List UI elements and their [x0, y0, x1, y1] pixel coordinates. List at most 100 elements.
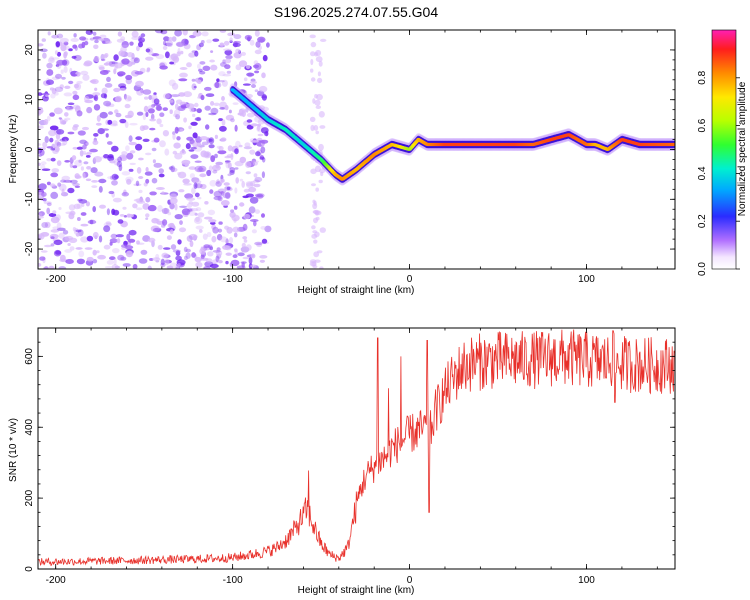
noise-speckle: [93, 55, 100, 63]
noise-speckle: [119, 155, 128, 162]
noise-speckle: [46, 158, 52, 162]
noise-speckle: [159, 123, 164, 128]
noise-speckle: [74, 159, 83, 167]
noise-speckle: [129, 41, 134, 46]
noise-speckle: [188, 201, 193, 205]
noise-speckle: [174, 203, 178, 211]
noise-speckle: [310, 68, 314, 73]
noise-speckle: [194, 192, 200, 198]
noise-speckle: [183, 91, 193, 98]
noise-speckle: [86, 235, 94, 242]
noise-speckle: [188, 52, 196, 58]
noise-speckle: [112, 197, 122, 203]
noise-speckle: [149, 191, 157, 196]
noise-speckle: [151, 177, 158, 184]
noise-speckle: [309, 116, 316, 122]
noise-speckle: [120, 44, 129, 49]
noise-speckle: [106, 76, 111, 82]
noise-speckle: [46, 69, 54, 76]
noise-speckle: [133, 57, 140, 64]
noise-speckle: [181, 208, 191, 216]
noise-speckle: [198, 68, 203, 73]
noise-speckle: [207, 251, 214, 257]
noise-speckle: [60, 254, 66, 262]
noise-speckle: [92, 259, 98, 264]
noise-speckle: [78, 159, 82, 163]
noise-speckle: [41, 38, 46, 42]
noise-speckle: [320, 38, 327, 43]
noise-speckle: [230, 209, 235, 213]
noise-speckle: [233, 34, 242, 40]
noise-speckle: [145, 178, 150, 184]
noise-speckle: [179, 67, 188, 70]
noise-speckle: [165, 93, 172, 100]
noise-speckle: [179, 205, 188, 208]
noise-speckle: [129, 162, 136, 166]
noise-speckle: [41, 191, 47, 197]
noise-speckle: [191, 78, 196, 82]
noise-speckle: [209, 180, 217, 187]
noise-speckle: [204, 86, 212, 91]
noise-speckle: [105, 40, 112, 44]
noise-speckle: [63, 66, 68, 73]
noise-speckle: [38, 263, 42, 267]
noise-speckle: [95, 122, 102, 126]
noise-speckle: [213, 190, 222, 198]
y-tick-label: -10: [24, 192, 35, 207]
noise-speckle: [186, 235, 193, 242]
noise-speckle: [218, 260, 223, 264]
noise-speckle: [71, 73, 78, 77]
noise-speckle: [173, 109, 181, 116]
noise-speckle: [104, 265, 114, 269]
chart-title: S196.2025.274.07.55.G04: [274, 4, 438, 20]
noise-speckle: [56, 227, 66, 231]
noise-speckle: [42, 52, 47, 59]
noise-speckle: [98, 38, 105, 41]
noise-speckle: [223, 48, 232, 52]
noise-speckle: [114, 109, 119, 114]
noise-speckle: [230, 259, 240, 267]
noise-speckle: [103, 62, 110, 66]
noise-speckle: [76, 146, 83, 150]
noise-speckle: [251, 84, 256, 88]
noise-speckle: [191, 187, 196, 195]
noise-speckle: [194, 50, 199, 57]
noise-speckle: [314, 165, 322, 173]
noise-speckle: [47, 31, 51, 36]
noise-speckle: [56, 51, 62, 57]
noise-speckle: [99, 204, 106, 209]
noise-speckle: [166, 40, 174, 48]
noise-speckle: [217, 188, 227, 194]
noise-speckle: [171, 36, 177, 42]
noise-speckle: [46, 181, 51, 186]
noise-speckle: [199, 173, 207, 178]
noise-speckle: [177, 239, 182, 245]
noise-speckle: [210, 107, 219, 115]
noise-speckle: [245, 106, 249, 113]
noise-speckle: [92, 31, 97, 36]
noise-speckle: [259, 155, 264, 160]
noise-speckle: [103, 69, 111, 73]
noise-speckle: [111, 264, 119, 269]
noise-speckle: [262, 157, 266, 163]
noise-speckle: [185, 143, 191, 150]
noise-speckle: [196, 108, 202, 114]
noise-speckle: [148, 50, 154, 56]
noise-speckle: [65, 106, 74, 111]
noise-speckle: [92, 231, 99, 239]
noise-speckle: [54, 91, 59, 96]
noise-speckle: [101, 87, 108, 95]
noise-speckle: [50, 157, 56, 162]
noise-speckle: [266, 42, 270, 48]
noise-speckle: [210, 64, 218, 71]
noise-speckle: [194, 117, 201, 121]
noise-speckle: [86, 256, 94, 262]
noise-speckle: [197, 212, 205, 218]
noise-speckle: [40, 161, 47, 165]
noise-speckle: [254, 209, 260, 214]
noise-speckle: [97, 254, 106, 260]
noise-speckle: [145, 213, 150, 218]
noise-speckle: [128, 168, 134, 172]
noise-speckle: [180, 50, 184, 55]
noise-speckle: [238, 108, 247, 114]
